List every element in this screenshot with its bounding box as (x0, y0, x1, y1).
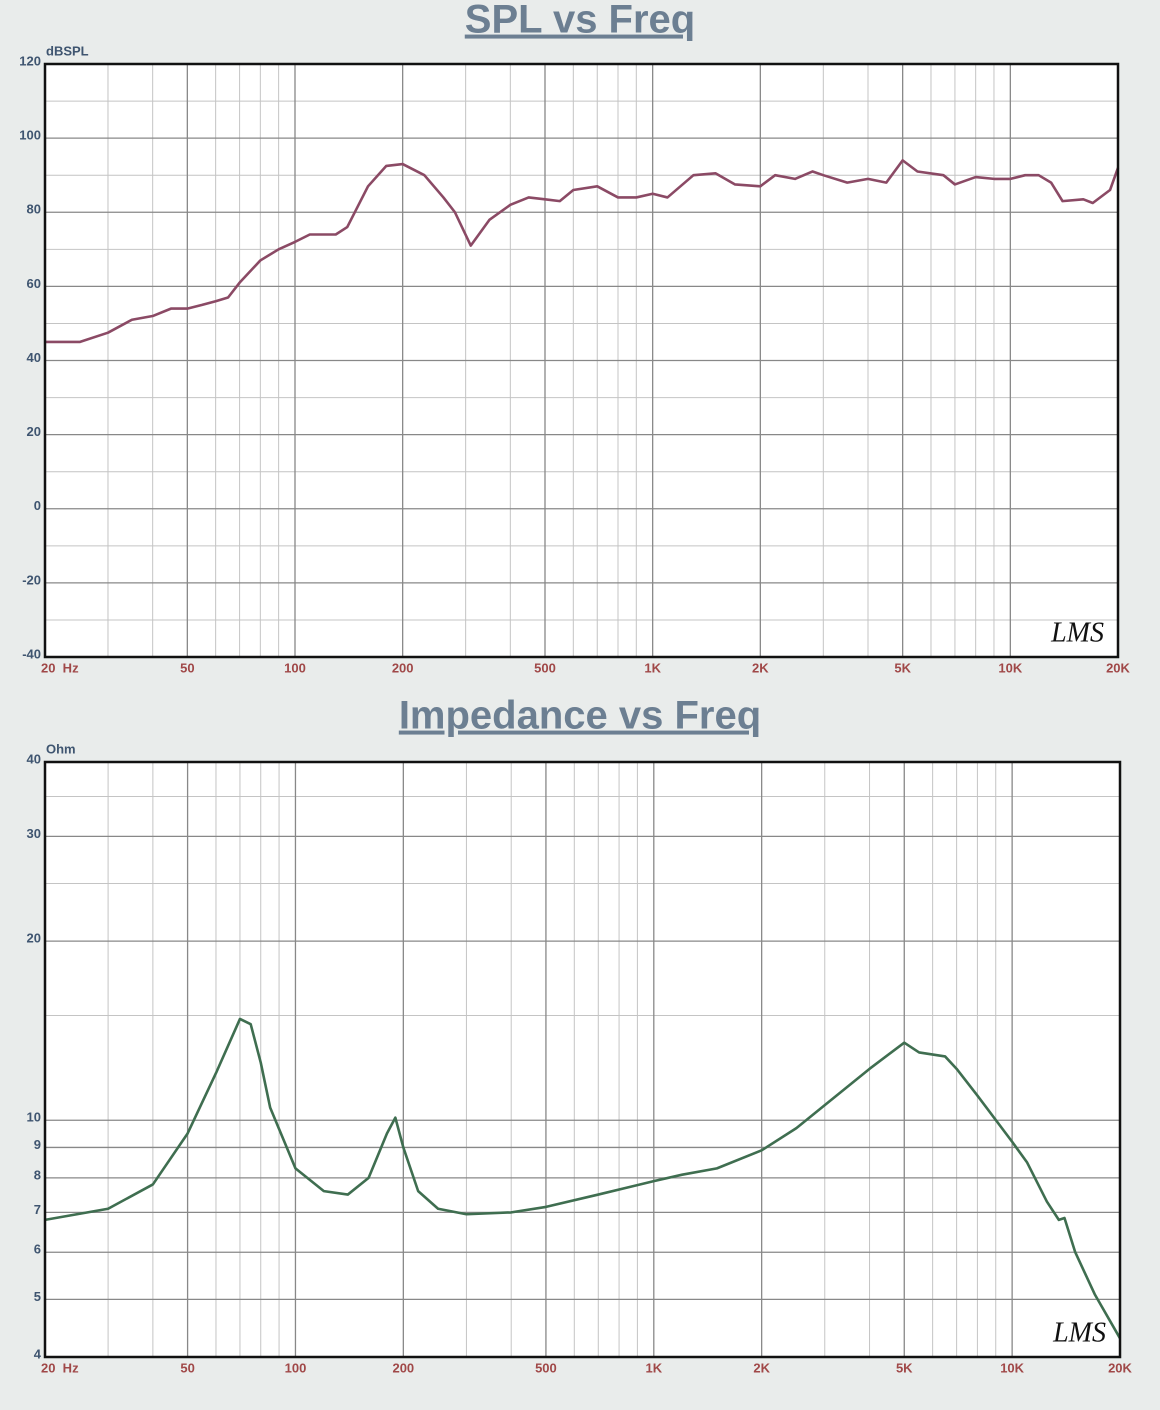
y-tick-label: -40 (22, 646, 41, 661)
chart-title: SPL vs Freq (465, 0, 695, 42)
y-tick-label: 40 (27, 350, 41, 365)
x-tick-label: 5K (896, 1360, 913, 1375)
x-tick-label: 500 (534, 660, 556, 675)
x-tick-label: 2K (752, 660, 769, 675)
y-tick-label: 7 (34, 1202, 41, 1217)
data-line (45, 159, 1120, 344)
x-tick-label: 500 (535, 1360, 557, 1375)
chart-title: Impedance vs Freq (399, 694, 761, 738)
y-tick-label: 120 (19, 53, 41, 68)
x-tick-label: 1K (644, 660, 661, 675)
y-tick-label: 0 (34, 498, 41, 513)
y-tick-label: 10 (27, 1110, 41, 1125)
x-tick-label: 2K (753, 1360, 770, 1375)
y-tick-label: 8 (34, 1167, 41, 1182)
y-tick-label: 9 (34, 1137, 41, 1152)
data-line (44, 1017, 1122, 1339)
x-tick-label: 10K (1000, 1360, 1024, 1375)
y-tick-label: -20 (22, 572, 41, 587)
y-axis-unit: Ohm (46, 741, 76, 756)
y-tick-label: 20 (27, 424, 41, 439)
y-tick-label: 6 (34, 1242, 41, 1257)
x-tick-label: 200 (392, 660, 414, 675)
y-tick-label: 20 (27, 931, 41, 946)
plot-border (43, 760, 1122, 1359)
x-tick-label: 100 (284, 660, 306, 675)
x-tick-label: 200 (392, 1360, 414, 1375)
x-tick-label: 50 (180, 1360, 194, 1375)
x-tick-label: 20 Hz (41, 1360, 79, 1375)
y-tick-label: 30 (27, 826, 41, 841)
x-tick-label: 10K (998, 660, 1022, 675)
y-tick-label: 4 (34, 1346, 42, 1361)
x-tick-label: 20K (1108, 1360, 1132, 1375)
y-tick-label: 80 (27, 202, 41, 217)
watermark: LMS (1052, 1317, 1106, 1348)
x-tick-label: 20K (1106, 660, 1130, 675)
x-tick-label: 100 (285, 1360, 307, 1375)
y-tick-label: 60 (27, 276, 41, 291)
y-tick-label: 100 (19, 128, 41, 143)
y-tick-label: 5 (34, 1289, 41, 1304)
plot-area (45, 762, 1120, 1357)
x-tick-label: 50 (180, 660, 194, 675)
y-axis-unit: dBSPL (46, 43, 89, 58)
x-tick-label: 20 Hz (41, 660, 79, 675)
x-tick-label: 1K (645, 1360, 662, 1375)
plot-border (43, 62, 1120, 659)
y-tick-label: 40 (27, 751, 41, 766)
watermark: LMS (1050, 617, 1104, 648)
x-tick-label: 5K (894, 660, 911, 675)
